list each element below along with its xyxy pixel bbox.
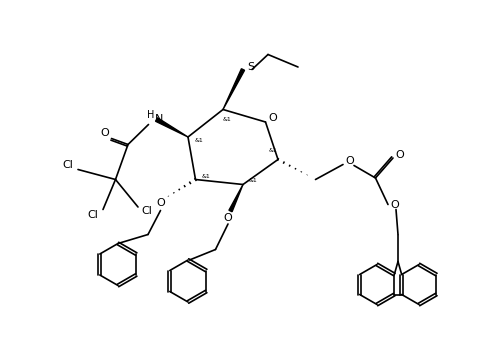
Text: Cl: Cl	[142, 206, 152, 216]
Text: &1: &1	[194, 139, 203, 143]
Text: S: S	[247, 62, 255, 72]
Text: &1: &1	[248, 178, 258, 183]
Text: O: O	[223, 213, 232, 223]
Text: &1: &1	[202, 174, 211, 180]
Text: O: O	[269, 113, 278, 123]
Polygon shape	[155, 118, 188, 137]
Text: O: O	[396, 150, 404, 160]
Text: H: H	[147, 109, 154, 119]
Text: O: O	[391, 201, 399, 210]
Polygon shape	[223, 69, 244, 109]
Text: O: O	[346, 156, 354, 167]
Text: N: N	[154, 114, 163, 123]
Text: Cl: Cl	[88, 210, 98, 219]
Text: O: O	[100, 127, 109, 138]
Text: &1: &1	[269, 148, 278, 153]
Text: O: O	[156, 198, 165, 209]
Polygon shape	[229, 185, 243, 212]
Text: &1: &1	[222, 117, 231, 122]
Text: Cl: Cl	[63, 160, 74, 169]
